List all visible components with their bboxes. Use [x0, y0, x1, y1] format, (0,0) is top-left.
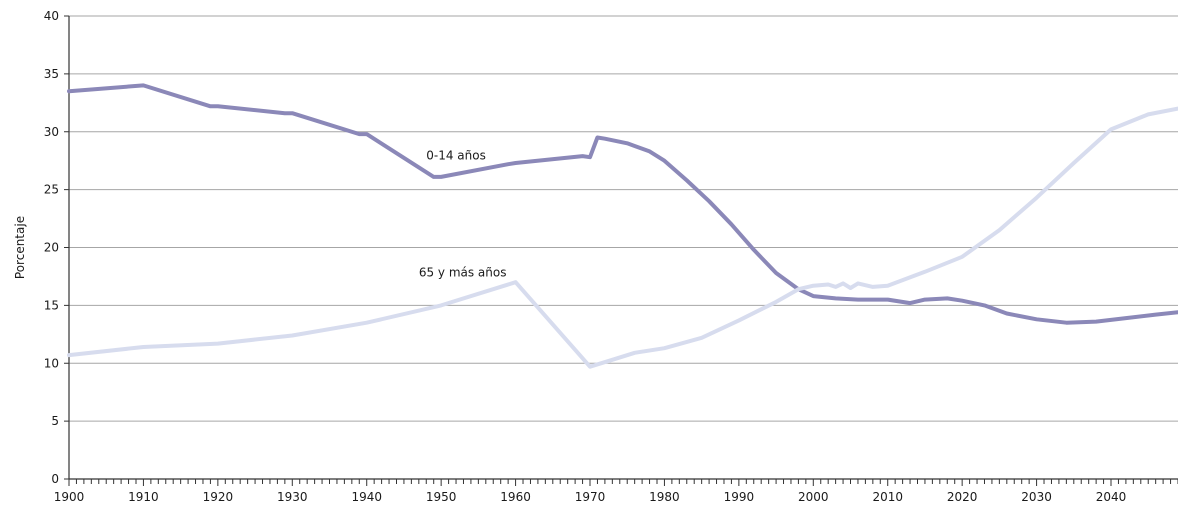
x-tick-label: 2040 — [1096, 490, 1127, 504]
x-tick-label: 1980 — [649, 490, 680, 504]
x-tick-label: 1950 — [426, 490, 457, 504]
x-tick-label: 2000 — [798, 490, 829, 504]
series-line-age-65-plus — [67, 106, 1178, 369]
y-axis-ticks: 0 5 10 15 20 25 30 35 40 — [44, 9, 69, 486]
y-tick-label: 25 — [44, 183, 59, 197]
y-tick-label: 30 — [44, 125, 59, 139]
x-tick-label: 1900 — [54, 490, 85, 504]
y-tick-label: 40 — [44, 9, 59, 23]
x-tick-label: 1960 — [500, 490, 531, 504]
y-tick-label: 20 — [44, 241, 59, 255]
series-line-age-0-14 — [67, 83, 1178, 325]
y-tick-label: 0 — [51, 472, 59, 486]
x-tick-label: 1920 — [203, 490, 234, 504]
x-tick-label: 2020 — [947, 490, 978, 504]
x-tick-label: 1990 — [724, 490, 755, 504]
series-label-age-65-plus: 65 y más años — [419, 265, 507, 279]
y-tick-label: 15 — [44, 298, 59, 312]
x-tick-label: 1940 — [351, 490, 382, 504]
y-axis-title: Porcentaje — [13, 216, 27, 279]
gridlines — [69, 15, 1178, 422]
annotations: 0-14 años 65 y más años — [419, 149, 507, 280]
y-tick-label: 10 — [44, 356, 59, 370]
y-tick-label: 5 — [51, 414, 59, 428]
x-tick-label: 1910 — [128, 490, 159, 504]
y-tick-label: 35 — [44, 67, 59, 81]
x-tick-label: 2030 — [1021, 490, 1052, 504]
series-lines — [67, 83, 1178, 369]
x-tick-label: 1930 — [277, 490, 308, 504]
x-axis-ticks: 1900 1910 1920 1930 1940 1950 1960 1970 1980 1990… — [54, 479, 1178, 504]
x-tick-label: 2010 — [872, 490, 903, 504]
series-label-age-0-14: 0-14 años — [426, 149, 486, 163]
x-tick-label: 1970 — [575, 490, 606, 504]
